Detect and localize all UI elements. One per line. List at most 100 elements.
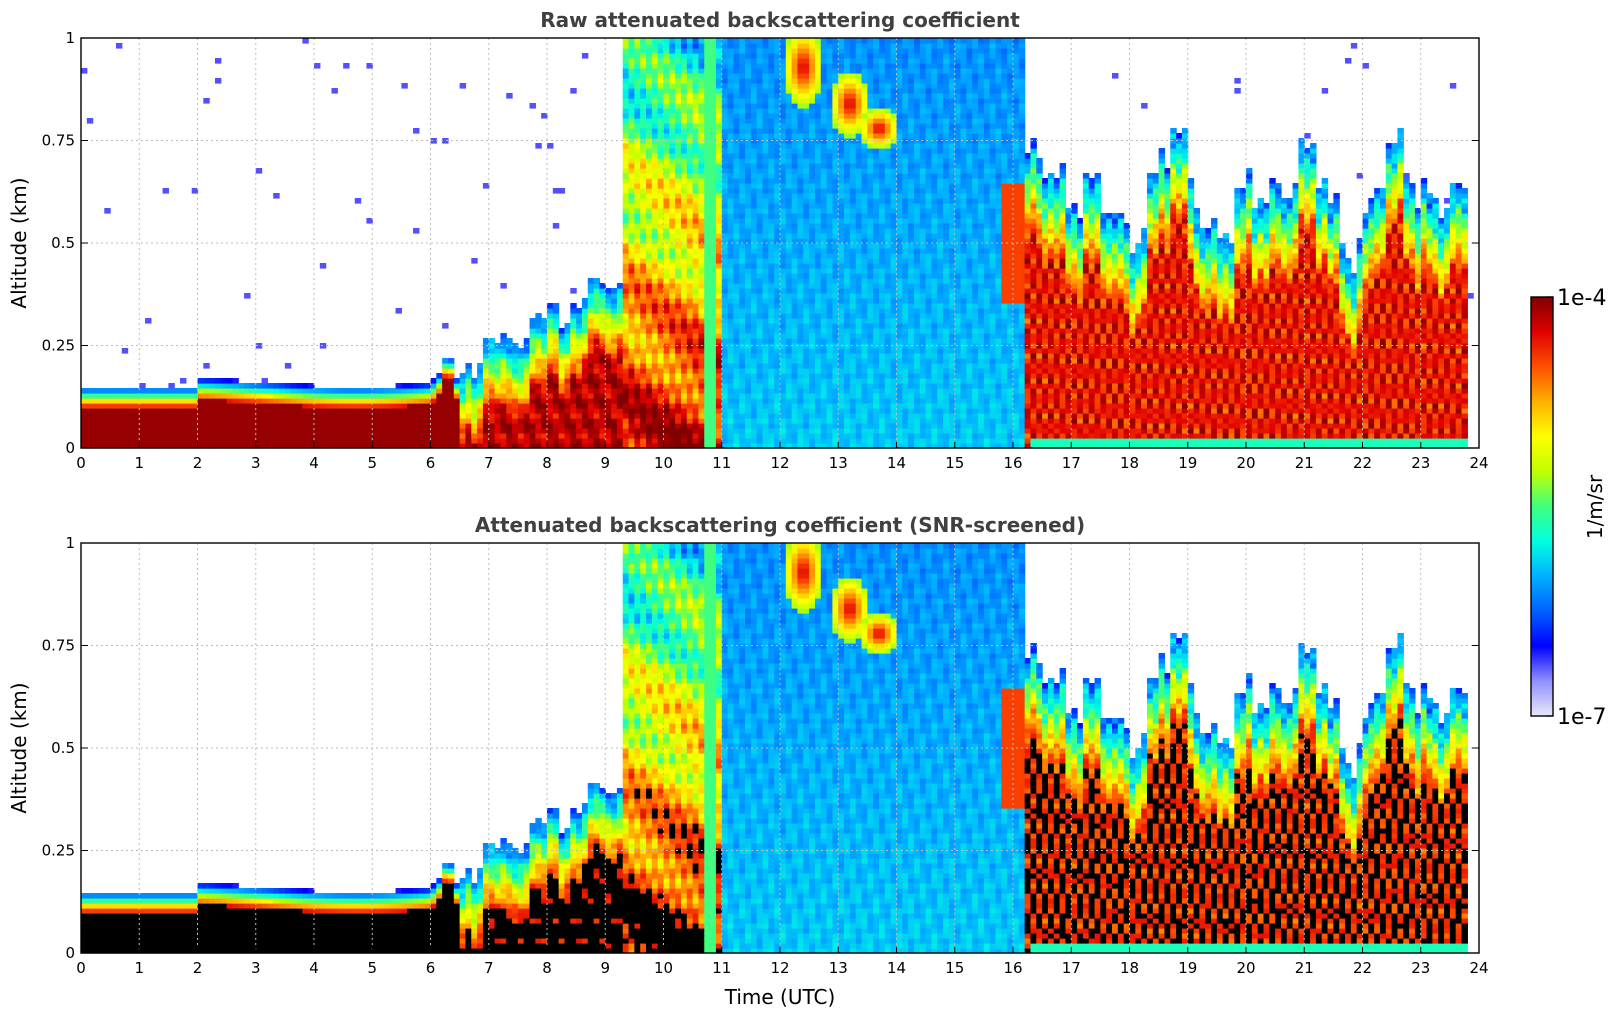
heatmap-cell xyxy=(634,53,641,59)
heatmap-cell xyxy=(267,408,274,414)
heatmap-cell xyxy=(849,243,857,249)
heatmap-cell xyxy=(675,328,682,334)
heatmap-cell xyxy=(611,388,618,394)
heatmap-cell xyxy=(651,313,659,319)
heatmap-cell xyxy=(290,438,298,444)
heatmap-cell xyxy=(628,113,635,119)
heatmap-cell xyxy=(127,418,135,424)
heatmap-cell xyxy=(640,318,647,324)
heatmap-cell xyxy=(628,268,635,274)
heatmap-cell xyxy=(791,438,799,444)
heatmap-cell xyxy=(791,93,799,99)
heatmap-cell xyxy=(727,53,734,59)
heatmap-cell xyxy=(535,373,542,379)
heatmap-cell xyxy=(809,178,816,184)
heatmap-cell xyxy=(360,388,368,394)
heatmap-cell xyxy=(739,353,746,359)
heatmap-cell xyxy=(646,53,653,59)
heatmap-cell xyxy=(861,358,868,364)
heatmap-cell xyxy=(348,443,356,449)
heatmap-cell xyxy=(832,328,839,334)
heatmap-cell xyxy=(826,363,834,369)
heatmap-cell xyxy=(581,303,589,309)
heatmap-cell xyxy=(820,243,828,249)
heatmap-cell xyxy=(820,208,828,214)
heatmap-cell xyxy=(832,148,839,154)
heatmap-cell xyxy=(803,323,810,329)
heatmap-cell xyxy=(680,388,688,394)
heatmap-cell xyxy=(780,168,787,174)
heatmap-cell xyxy=(587,323,595,329)
heatmap-cell xyxy=(686,388,694,394)
heatmap-cell xyxy=(401,413,408,419)
heatmap-cell xyxy=(576,408,583,414)
heatmap-cell xyxy=(832,298,839,304)
heatmap-cell xyxy=(838,213,845,219)
heatmap-cell xyxy=(809,418,816,424)
heatmap-cell xyxy=(739,83,746,89)
heatmap-cell xyxy=(366,418,373,424)
heatmap-cell xyxy=(762,248,769,254)
heatmap-cell xyxy=(570,363,577,369)
heatmap-cell xyxy=(314,403,321,409)
heatmap-cell xyxy=(733,253,740,259)
heatmap-cell xyxy=(564,328,571,334)
heatmap-cell xyxy=(780,343,787,349)
heatmap-cell xyxy=(436,413,443,419)
heatmap-cell xyxy=(651,158,659,164)
heatmap-cell xyxy=(826,218,834,224)
heatmap-cell xyxy=(663,133,670,139)
heatmap-cell xyxy=(325,443,333,449)
heatmap-cell xyxy=(325,398,333,404)
heatmap-cell xyxy=(680,368,688,374)
heatmap-cell xyxy=(826,123,834,129)
heatmap-cell xyxy=(791,318,799,324)
heatmap-cell xyxy=(762,108,769,114)
heatmap-cell xyxy=(826,98,834,104)
heatmap-cell xyxy=(488,403,496,409)
heatmap-cell xyxy=(803,353,810,359)
heatmap-cell xyxy=(745,313,752,319)
heatmap-cell xyxy=(733,198,740,204)
heatmap-cell xyxy=(663,443,670,449)
heatmap-cell xyxy=(791,288,799,294)
heatmap-cell xyxy=(750,228,758,234)
heatmap-cell xyxy=(803,303,810,309)
heatmap-cell xyxy=(780,398,787,404)
heatmap-cell xyxy=(611,303,618,309)
heatmap-cell xyxy=(593,358,601,364)
heatmap-cell xyxy=(768,248,775,254)
heatmap-cell xyxy=(710,388,717,394)
heatmap-cell xyxy=(104,433,111,439)
heatmap-cell xyxy=(191,428,199,434)
heatmap-cell xyxy=(680,83,688,89)
heatmap-cell xyxy=(820,68,828,74)
heatmap-cell xyxy=(220,413,228,419)
heatmap-cell xyxy=(797,133,804,139)
heatmap-cell xyxy=(640,218,647,224)
heatmap-cell xyxy=(745,318,752,324)
heatmap-cell xyxy=(628,38,635,44)
heatmap-cell xyxy=(721,108,729,114)
heatmap-cell xyxy=(447,433,455,439)
heatmap-cell xyxy=(535,443,542,449)
heatmap-cell xyxy=(844,318,851,324)
heatmap-cell xyxy=(447,368,455,374)
heatmap-cell xyxy=(226,383,234,389)
heatmap-cell xyxy=(605,378,612,384)
heatmap-cell xyxy=(721,308,729,314)
heatmap-cell xyxy=(558,423,566,429)
heatmap-cell xyxy=(710,298,717,304)
heatmap-cell xyxy=(768,58,775,64)
heatmap-cell xyxy=(849,188,857,194)
heatmap-cell xyxy=(844,258,851,264)
heatmap-cell xyxy=(150,388,158,394)
heatmap-cell xyxy=(721,118,729,124)
heatmap-cell xyxy=(675,443,682,449)
heatmap-cell xyxy=(785,298,793,304)
heatmap-cell xyxy=(634,238,641,244)
heatmap-cell xyxy=(768,428,775,434)
heatmap-cell xyxy=(814,178,822,184)
heatmap-cell xyxy=(745,73,752,79)
heatmap-cell xyxy=(721,153,729,159)
